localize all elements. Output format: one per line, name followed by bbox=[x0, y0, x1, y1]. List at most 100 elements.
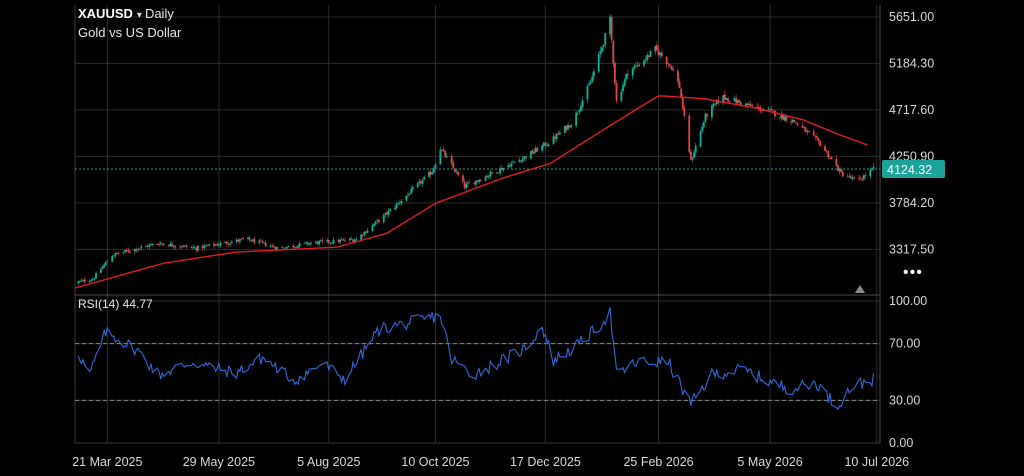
candle-body bbox=[667, 63, 670, 65]
candle-body bbox=[342, 239, 345, 241]
candle-body bbox=[691, 158, 694, 160]
rsi-indicator-label[interactable]: RSI(14) 44.77 bbox=[78, 297, 153, 311]
candle-up bbox=[714, 103, 717, 106]
candle-down bbox=[536, 146, 539, 152]
candle-body bbox=[714, 103, 717, 105]
candle-down bbox=[179, 245, 181, 250]
candle-up bbox=[122, 251, 125, 255]
chevron-down-icon[interactable]: ▾ bbox=[136, 10, 142, 21]
candle-body bbox=[736, 100, 739, 104]
candle-up bbox=[203, 243, 206, 250]
candle-body bbox=[195, 247, 198, 251]
candle-body bbox=[782, 113, 784, 120]
candle-body bbox=[580, 106, 582, 111]
candle-body bbox=[442, 149, 445, 151]
candle-down bbox=[327, 239, 330, 246]
candle-up bbox=[95, 271, 97, 280]
candle-body bbox=[841, 171, 844, 177]
candle-up bbox=[547, 142, 550, 148]
candle-up bbox=[297, 245, 299, 248]
candle-up bbox=[869, 167, 872, 179]
candle-body bbox=[733, 98, 736, 102]
candle-body bbox=[432, 168, 435, 173]
candle-body bbox=[91, 279, 94, 281]
candle-up bbox=[570, 123, 573, 129]
candle-up bbox=[733, 95, 736, 102]
candle-up bbox=[182, 244, 185, 248]
candle-up bbox=[563, 125, 566, 134]
candle-up bbox=[229, 242, 232, 248]
more-dots-icon[interactable]: ••• bbox=[903, 264, 923, 281]
candle-body bbox=[159, 243, 162, 245]
candle-down bbox=[185, 243, 188, 249]
candle-body bbox=[376, 220, 379, 222]
candle-up bbox=[541, 144, 544, 153]
candle-body bbox=[310, 243, 312, 245]
candle-up bbox=[405, 195, 408, 202]
candle-body bbox=[613, 63, 616, 84]
triangle-up-icon[interactable] bbox=[855, 285, 865, 293]
candle-up bbox=[103, 262, 105, 269]
candle-body bbox=[862, 175, 865, 180]
candle-up bbox=[523, 156, 526, 162]
candle-body bbox=[125, 250, 128, 251]
candle-body bbox=[575, 112, 578, 126]
candle-body bbox=[316, 241, 319, 245]
candle-body bbox=[397, 202, 400, 204]
candle-body bbox=[318, 241, 320, 245]
candle-body bbox=[861, 179, 864, 181]
time-axis-tick-label: 10 Oct 2025 bbox=[401, 455, 469, 469]
candle-body bbox=[497, 172, 500, 174]
rsi-axis-tick-label: 30.00 bbox=[889, 393, 920, 407]
candle-body bbox=[567, 124, 569, 130]
candle-body bbox=[578, 109, 581, 113]
candle-body bbox=[407, 194, 409, 196]
candle-body bbox=[348, 238, 351, 241]
candle-down bbox=[135, 247, 138, 253]
candle-body bbox=[224, 241, 227, 244]
candle-body bbox=[208, 244, 211, 246]
candle-up bbox=[428, 170, 430, 179]
candle-up bbox=[159, 241, 162, 246]
candle-down bbox=[796, 122, 799, 127]
timeframe-label[interactable]: Daily bbox=[144, 6, 174, 21]
candle-body bbox=[377, 219, 380, 222]
candle-body bbox=[508, 165, 511, 167]
candle-down bbox=[216, 241, 219, 247]
candle-up bbox=[871, 167, 873, 171]
candle-body bbox=[609, 16, 611, 34]
candle-down bbox=[180, 245, 183, 249]
candle-body bbox=[830, 157, 833, 159]
candle-body bbox=[83, 279, 86, 283]
candle-up bbox=[140, 244, 143, 251]
candle-up bbox=[387, 207, 390, 219]
candle-body bbox=[387, 210, 390, 216]
candle-down bbox=[774, 110, 776, 119]
candle-body bbox=[217, 244, 220, 246]
candle-down bbox=[770, 105, 773, 112]
candle-body bbox=[828, 157, 831, 159]
candle-body bbox=[314, 241, 317, 243]
candle-up bbox=[407, 191, 409, 198]
candle-body bbox=[365, 231, 367, 234]
candle-down bbox=[613, 61, 616, 87]
candle-body bbox=[659, 52, 662, 56]
candle-up bbox=[534, 145, 537, 154]
current-price-badge[interactable]: 4124.32 bbox=[882, 159, 945, 178]
candle-up bbox=[363, 230, 366, 238]
candle-up bbox=[622, 82, 624, 93]
candle-body bbox=[150, 244, 152, 246]
candle-body bbox=[282, 247, 285, 249]
candle-up bbox=[499, 166, 502, 176]
candle-up bbox=[93, 277, 96, 281]
symbol-label[interactable]: XAUUSD bbox=[78, 6, 133, 21]
candle-up bbox=[329, 242, 332, 246]
candle-up bbox=[659, 51, 662, 60]
candle-body bbox=[151, 243, 154, 245]
candle-down bbox=[377, 219, 380, 224]
candle-body bbox=[801, 125, 804, 128]
candle-body bbox=[205, 245, 207, 247]
price-axis-tick-label: 5184.30 bbox=[889, 56, 934, 70]
